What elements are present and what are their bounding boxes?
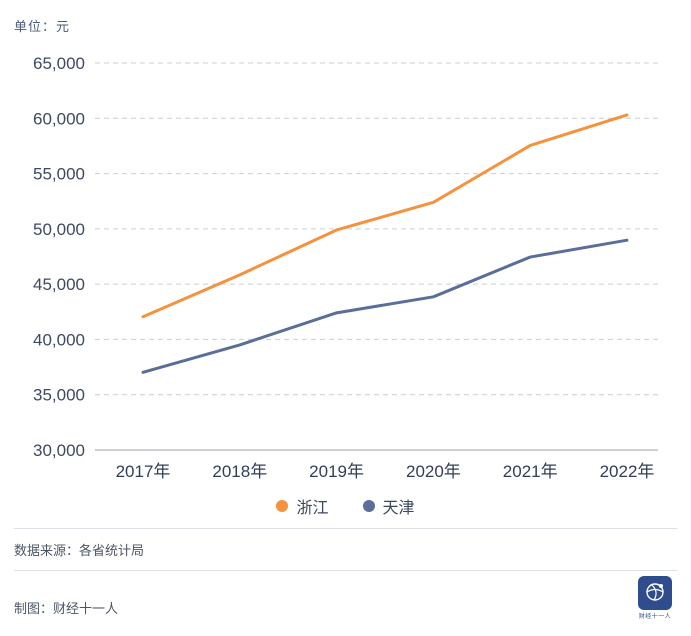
svg-text:65,000: 65,000 bbox=[33, 54, 85, 73]
legend-item-tianjin: 天津 bbox=[362, 494, 415, 518]
svg-text:40,000: 40,000 bbox=[33, 330, 85, 349]
unit-label: 单位：元 bbox=[14, 19, 71, 34]
caijing-logo-badge bbox=[638, 576, 672, 610]
svg-text:50,000: 50,000 bbox=[33, 220, 85, 239]
svg-text:35,000: 35,000 bbox=[33, 386, 85, 405]
svg-text:30,000: 30,000 bbox=[33, 441, 85, 460]
legend-label-zhejiang: 浙江 bbox=[296, 500, 329, 517]
line-chart: 30,000 35,000 40,000 45,000 50,000 55,000 60,0… bbox=[33, 54, 658, 481]
divider bbox=[14, 570, 677, 571]
svg-text:2021年: 2021年 bbox=[503, 462, 558, 481]
legend-item-zhejiang: 浙江 bbox=[276, 494, 329, 518]
legend-label-tianjin: 天津 bbox=[382, 500, 415, 517]
svg-text:2022年: 2022年 bbox=[600, 462, 655, 481]
data-source: 数据来源：各省统计局 bbox=[14, 543, 145, 558]
svg-text:45,000: 45,000 bbox=[33, 275, 85, 294]
svg-text:2017年: 2017年 bbox=[116, 462, 171, 481]
chart-legend: 浙江 天津 bbox=[0, 494, 691, 518]
svg-text:55,000: 55,000 bbox=[33, 165, 85, 184]
svg-text:2020年: 2020年 bbox=[406, 462, 461, 481]
svg-text:60,000: 60,000 bbox=[33, 109, 85, 128]
svg-text:2019年: 2019年 bbox=[309, 462, 364, 481]
credit: 制图：财经十一人 bbox=[14, 601, 119, 616]
caijing-logo-text: 财经十一人 bbox=[638, 614, 672, 620]
divider bbox=[14, 528, 677, 529]
legend-dot-tianjin-icon bbox=[362, 500, 375, 512]
svg-text:2018年: 2018年 bbox=[212, 462, 267, 481]
globe-icon bbox=[646, 583, 664, 601]
legend-dot-zhejiang-icon bbox=[276, 500, 289, 512]
caijing-logo: 财经十一人 bbox=[635, 576, 675, 620]
